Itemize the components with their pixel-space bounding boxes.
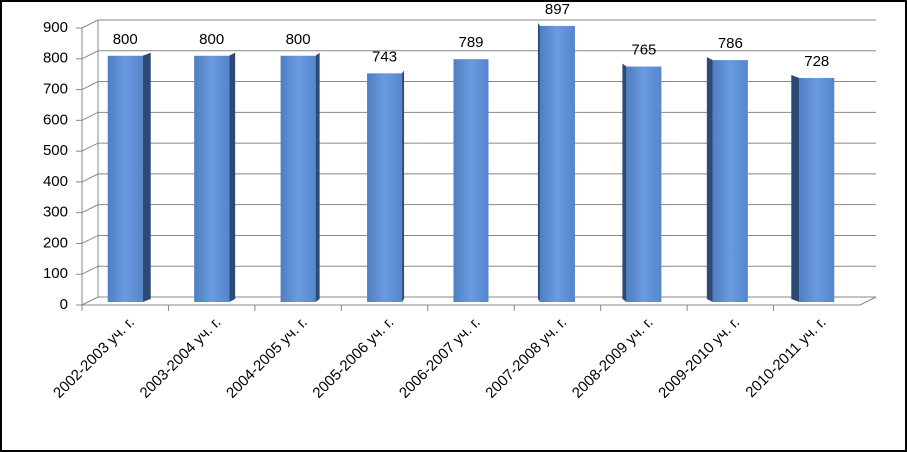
grid-line: [81, 19, 876, 29]
bar: [626, 66, 662, 302]
bar-side: [142, 52, 151, 303]
bar: [712, 60, 748, 302]
data-label: 897: [545, 1, 570, 18]
grid-line: [81, 111, 876, 121]
grid-line: [81, 50, 876, 60]
grid-line: [81, 234, 876, 244]
data-label: 800: [286, 31, 311, 48]
bar: [107, 55, 143, 303]
y-tick-label: 400: [43, 173, 68, 190]
bar: [799, 77, 835, 302]
bar: [453, 59, 489, 303]
grid-line: [81, 81, 876, 91]
bar-side: [622, 63, 627, 302]
data-label: 743: [372, 48, 397, 65]
bar: [539, 25, 575, 302]
grid-line: [81, 142, 876, 152]
bar-side: [315, 52, 320, 303]
bar: [194, 55, 230, 303]
y-tick-label: 900: [43, 19, 68, 36]
y-tick-label: 800: [43, 50, 68, 67]
y-tick-label: 600: [43, 111, 68, 128]
data-label: 800: [199, 31, 224, 48]
data-label: 728: [804, 53, 829, 70]
y-tick-label: 300: [43, 204, 68, 221]
grid-line: [81, 173, 876, 183]
y-tick-label: 100: [43, 265, 68, 282]
data-label: 765: [631, 42, 656, 59]
data-label: 800: [113, 31, 138, 48]
y-tick-label: 0: [60, 296, 68, 313]
bar-side: [791, 74, 800, 302]
bar-side: [537, 22, 540, 302]
data-label: 786: [718, 35, 743, 52]
grid-line: [81, 296, 876, 306]
bar: [367, 73, 403, 303]
grid-line: [81, 204, 876, 214]
bar-side: [706, 57, 713, 302]
grid-line: [81, 265, 876, 275]
y-tick-label: 200: [43, 234, 68, 251]
bar-side: [229, 52, 236, 303]
y-tick-label: 700: [43, 81, 68, 98]
bar: [280, 55, 316, 303]
y-tick-label: 500: [43, 142, 68, 159]
bar-side: [402, 70, 405, 303]
data-label: 789: [458, 34, 483, 51]
